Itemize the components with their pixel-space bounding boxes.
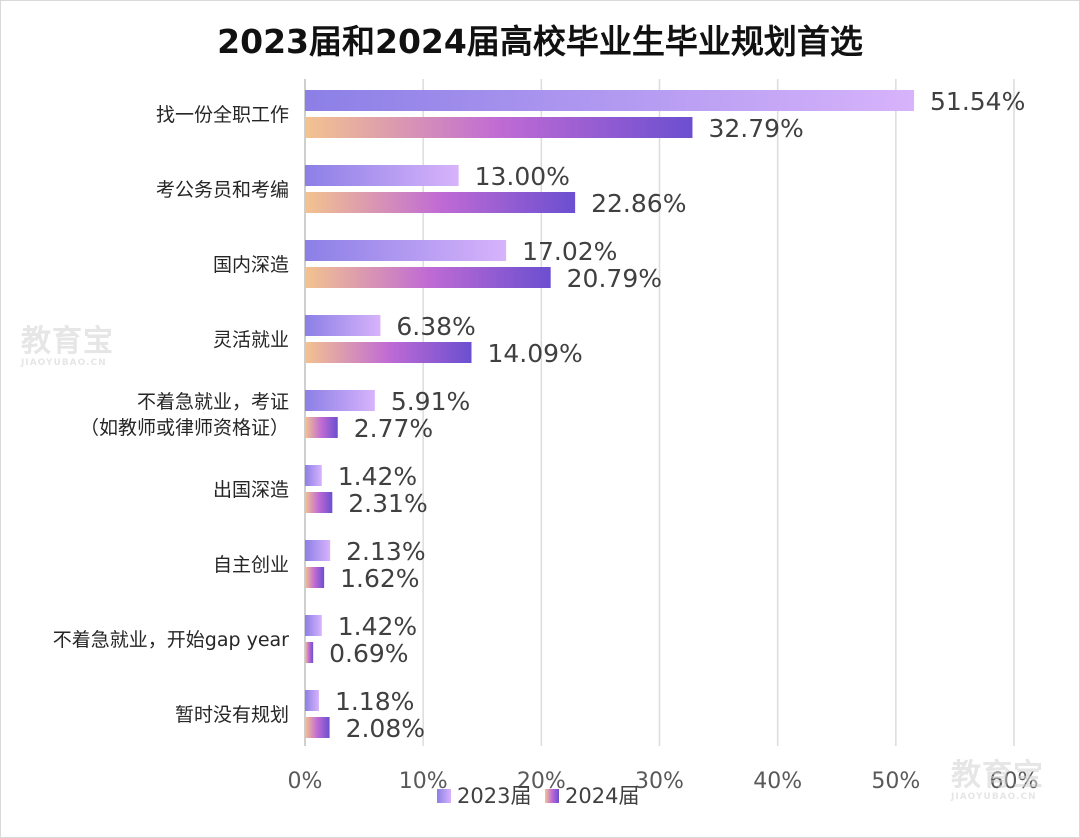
category-label: 出国深造 (213, 479, 289, 501)
bar-2023 (305, 465, 322, 486)
data-label: 1.62% (340, 564, 419, 593)
legend-label: 2024届 (565, 784, 639, 808)
bar-2024 (305, 492, 333, 513)
bar-2023 (305, 165, 459, 186)
bar-2024 (305, 342, 472, 363)
data-label: 20.79% (567, 264, 662, 293)
watermark-brand: 教育宝 (21, 324, 114, 359)
data-label: 1.18% (335, 687, 414, 716)
category-label: 灵活就业 (213, 329, 289, 351)
x-tick-label: 60% (990, 769, 1039, 794)
watermark-url: JIAOYUBAO.CN (21, 358, 107, 368)
bar-2024 (305, 567, 325, 588)
data-label: 2.13% (346, 537, 425, 566)
data-label: 1.42% (338, 612, 417, 641)
x-tick-label: 50% (871, 769, 920, 794)
category-label: 找一份全职工作 (156, 104, 289, 126)
bar-2023 (305, 390, 375, 411)
data-label: 6.38% (396, 312, 475, 341)
legend-swatch-2024 (545, 789, 559, 803)
bar-2023 (305, 615, 322, 636)
legend-label: 2023届 (457, 784, 531, 808)
watermark-url: JIAOYUBAO.CN (951, 792, 1037, 802)
bar-2024 (305, 717, 330, 738)
bar-2024 (305, 192, 576, 213)
x-tick-label: 30% (635, 769, 684, 794)
bar-2023 (305, 540, 331, 561)
category-label: 自主创业 (213, 554, 289, 576)
chart-title: 2023届和2024届高校毕业生毕业规划首选 (217, 22, 863, 61)
bar-2024 (305, 642, 314, 663)
bar-2023 (305, 690, 319, 711)
x-tick-label: 0% (288, 769, 323, 794)
data-label: 17.02% (522, 237, 617, 266)
bar-2024 (305, 417, 338, 438)
data-label: 2.08% (346, 714, 425, 743)
bar-2023 (305, 315, 381, 336)
category-label: （如教师或律师资格证） (80, 417, 289, 439)
data-label: 22.86% (591, 189, 686, 218)
data-label: 13.00% (475, 162, 570, 191)
data-label: 2.31% (348, 489, 427, 518)
data-label: 51.54% (930, 87, 1025, 116)
bar-2024 (305, 267, 551, 288)
watermark-brand: 教育宝 (951, 758, 1044, 793)
category-label: 不着急就业，开始gap year (53, 629, 289, 651)
category-label: 暂时没有规划 (175, 704, 289, 726)
data-label: 1.42% (338, 462, 417, 491)
data-label: 2.77% (354, 414, 433, 443)
category-label: 国内深造 (213, 254, 289, 276)
bar-2023 (305, 240, 507, 261)
data-label: 5.91% (391, 387, 470, 416)
data-label: 14.09% (487, 339, 582, 368)
legend-swatch-2023 (437, 789, 451, 803)
bar-2023 (305, 90, 915, 111)
watermark-left: 教育宝 JIAOYUBAO.CN (21, 327, 114, 368)
data-label: 0.69% (329, 639, 408, 668)
watermark-right: 教育宝 JIAOYUBAO.CN (951, 761, 1044, 802)
category-label: 考公务员和考编 (156, 179, 289, 201)
x-tick-label: 40% (753, 769, 802, 794)
category-label: 不着急就业，考证 (137, 391, 289, 413)
bar-2024 (305, 117, 693, 138)
data-label: 32.79% (708, 114, 803, 143)
